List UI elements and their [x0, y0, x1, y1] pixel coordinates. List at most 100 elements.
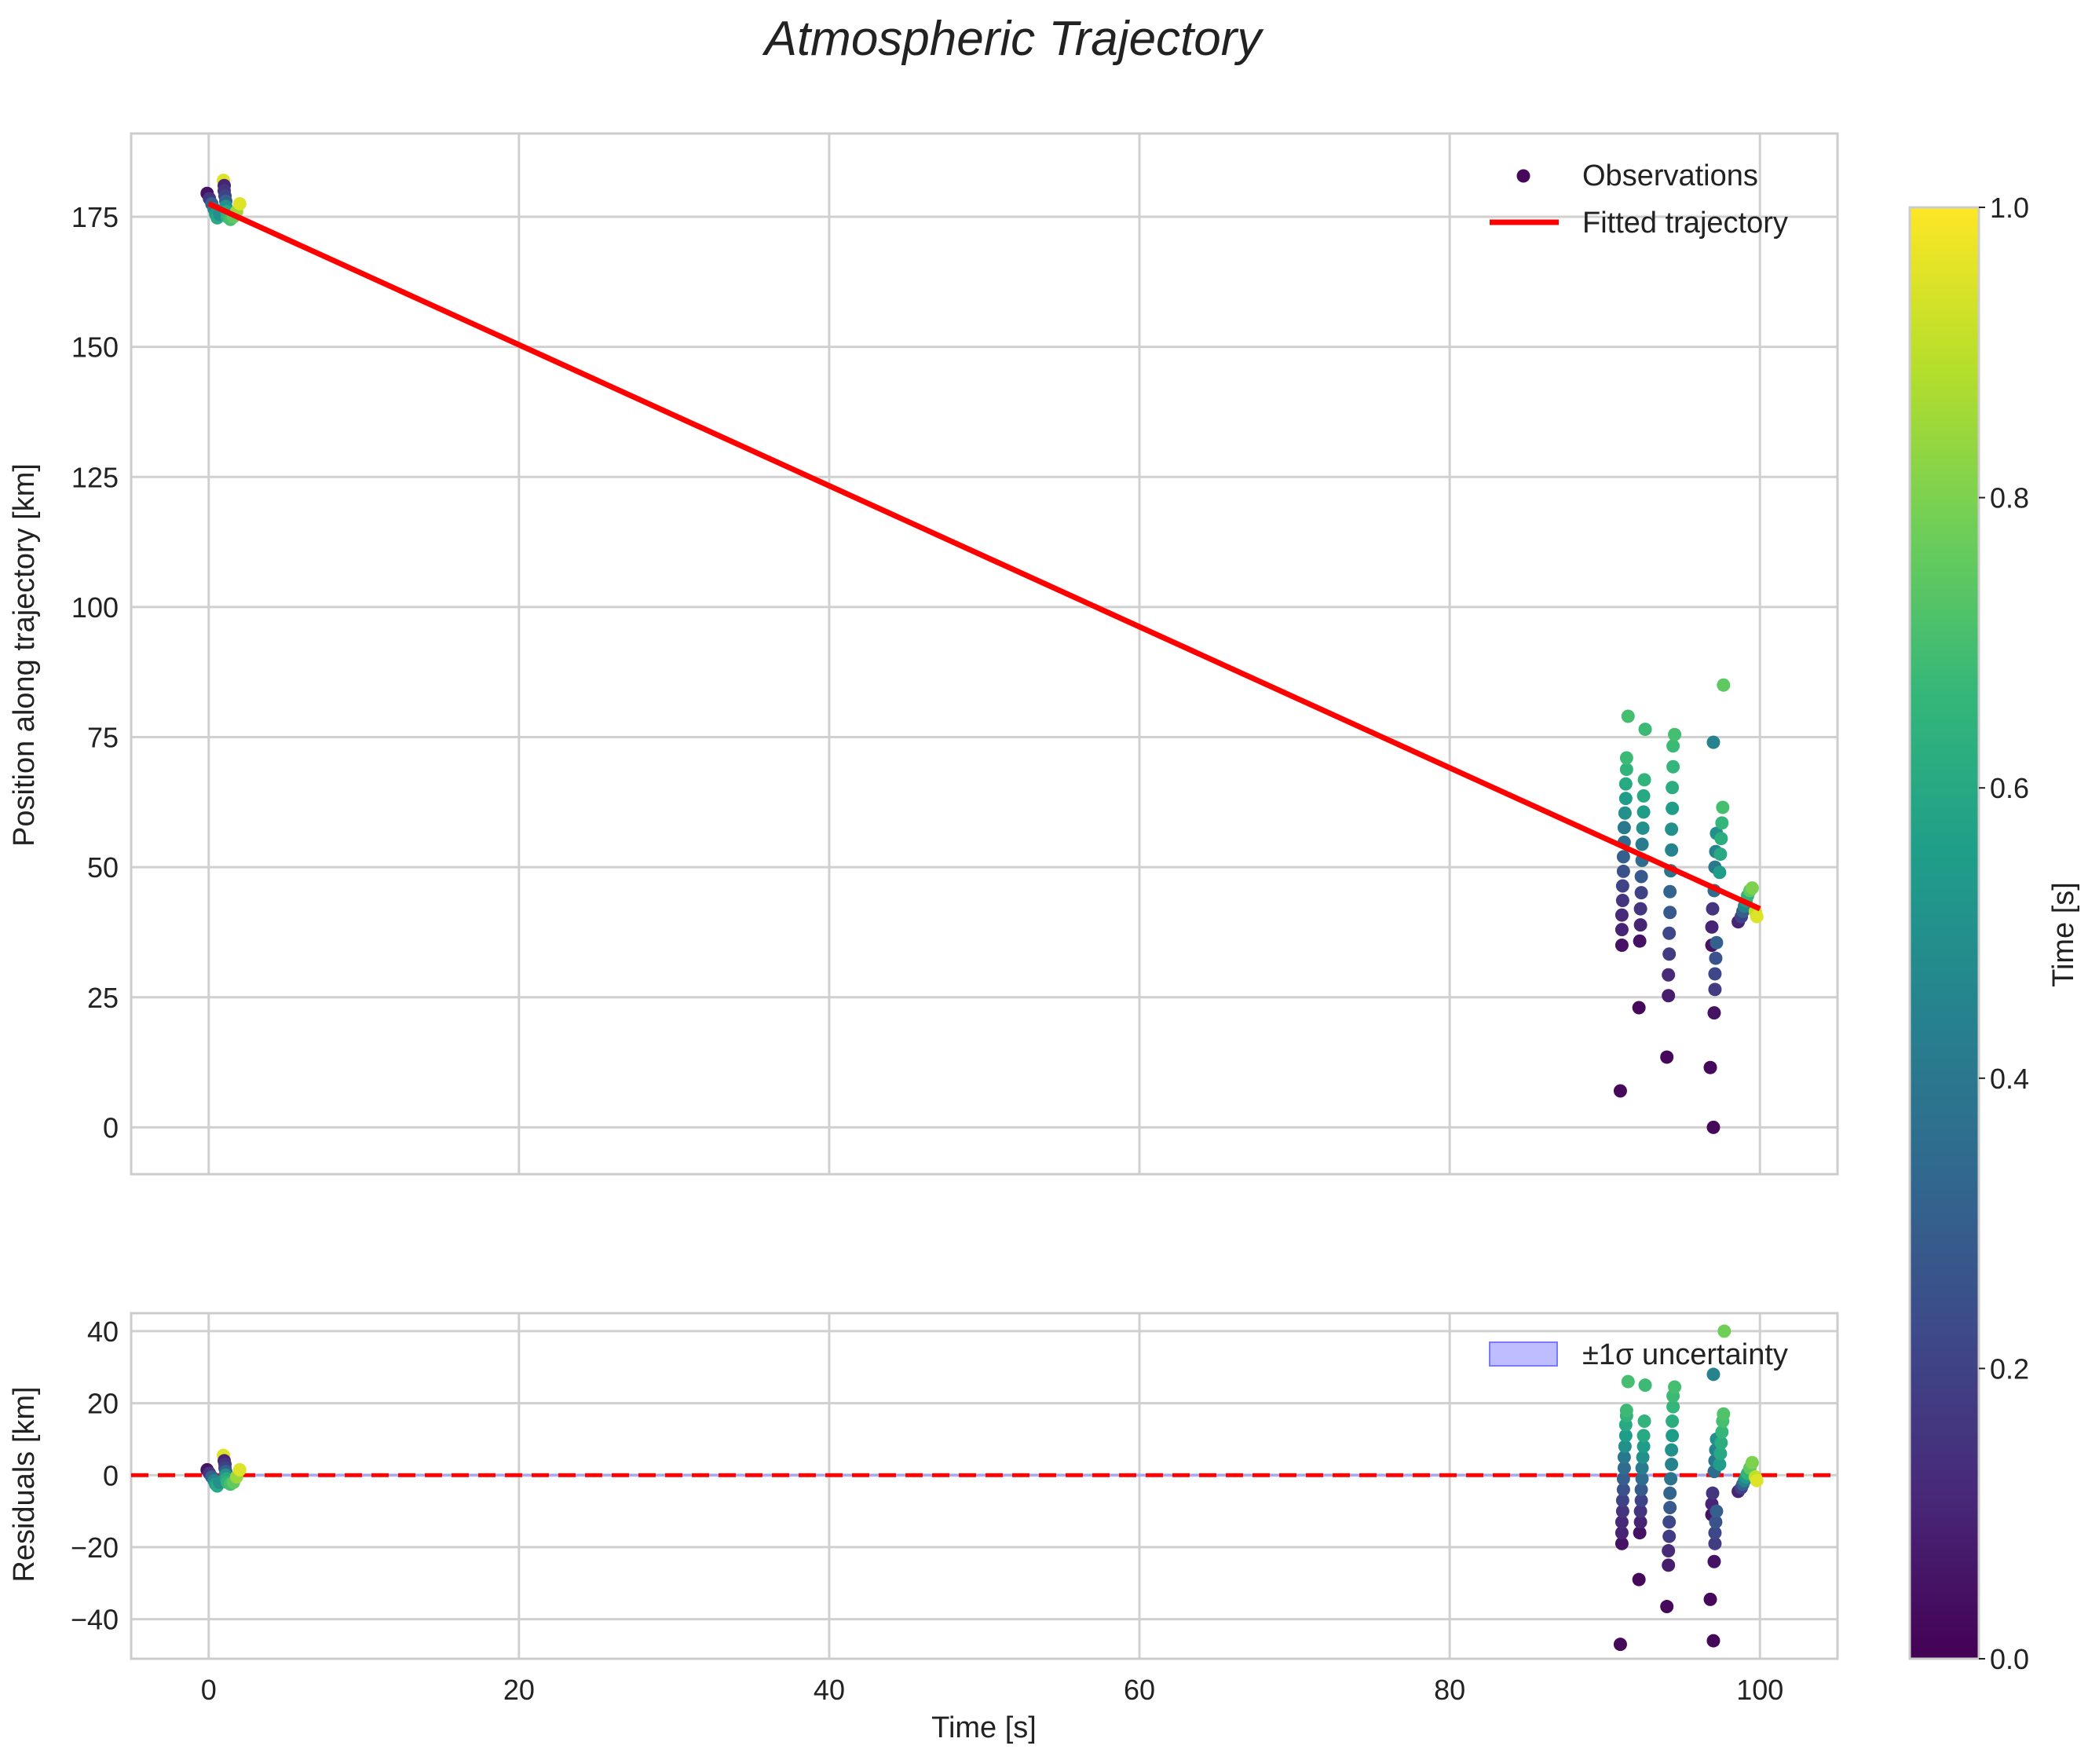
observation-point	[1713, 847, 1728, 862]
observation-point	[1618, 806, 1632, 820]
observation-point	[1635, 837, 1649, 851]
legend-observations-label: Observations	[1582, 159, 1758, 192]
colorbar-gradient	[1908, 206, 1980, 1660]
observation-point	[1714, 832, 1728, 846]
colorbar-tick-label: 0.6	[1990, 772, 2029, 804]
observation-point	[1660, 1050, 1674, 1064]
bottom-y-tick-label: 20	[87, 1388, 119, 1420]
residual-point	[1636, 1440, 1651, 1454]
observation-point	[232, 196, 247, 210]
observation-point	[1709, 951, 1723, 965]
residual-point	[1666, 1429, 1680, 1443]
residual-points	[200, 1324, 1764, 1652]
observation-point	[1614, 939, 1629, 952]
bottom-y-axis-label: Residuals [km]	[8, 1386, 41, 1582]
residual-point	[1665, 1443, 1679, 1457]
observation-point	[1706, 1120, 1721, 1134]
residual-point	[1662, 1529, 1677, 1543]
observation-point	[1621, 709, 1635, 723]
bottom-y-tick-label: −40	[71, 1604, 119, 1636]
observation-point	[1619, 751, 1633, 765]
observation-point	[1665, 843, 1679, 857]
observation-point	[1613, 1084, 1627, 1098]
residual-point	[1706, 1486, 1720, 1500]
residual-point	[1715, 1425, 1729, 1439]
observation-points	[200, 174, 1764, 1134]
residual-point	[1709, 1515, 1723, 1529]
observation-point	[1636, 821, 1650, 835]
colorbar-tick-label: 0.0	[1990, 1643, 2029, 1675]
residual-point	[1616, 1472, 1630, 1486]
legend-band-label: ±1σ uncertainty	[1582, 1338, 1788, 1371]
legend-band-swatch	[1489, 1341, 1558, 1367]
bottom-frame	[130, 1312, 1839, 1660]
top-y-tick-label: 0	[103, 1111, 119, 1144]
residual-point	[1621, 1374, 1635, 1389]
residual-point	[1632, 1572, 1646, 1587]
top-y-tick-label: 25	[87, 982, 119, 1014]
residual-point	[1614, 1536, 1629, 1550]
observation-point	[1662, 968, 1676, 982]
bottom-x-tick-label: 20	[503, 1674, 535, 1706]
observation-point	[1616, 864, 1630, 878]
residual-point	[1714, 1436, 1728, 1450]
top-y-tick-label: 50	[87, 851, 119, 884]
observation-point	[1668, 727, 1682, 741]
observation-point	[1708, 983, 1722, 997]
observation-point	[1637, 773, 1651, 787]
bottom-legend: ±1σ uncertainty	[1489, 1338, 1788, 1371]
observation-point	[1663, 884, 1677, 898]
observation-point	[1633, 902, 1647, 916]
bottom-y-tick-label: −20	[71, 1532, 119, 1564]
observation-point	[1615, 894, 1629, 908]
residual-point	[1615, 1493, 1629, 1507]
observation-point	[1618, 777, 1633, 791]
observation-point	[1633, 918, 1647, 932]
residual-point	[1617, 1461, 1631, 1475]
observation-point	[1750, 909, 1764, 924]
observation-point	[1618, 792, 1633, 806]
colorbar-tick-label: 1.0	[1990, 192, 2029, 224]
observation-point	[1703, 1060, 1717, 1074]
residual-point	[1617, 1450, 1631, 1464]
residual-point	[1662, 1544, 1676, 1557]
legend-observations-marker	[1516, 169, 1530, 183]
bottom-x-tick-label: 40	[814, 1674, 845, 1706]
observation-point	[1717, 678, 1731, 692]
top-y-tick-label: 100	[71, 591, 119, 624]
residual-point	[1662, 1558, 1676, 1572]
residual-point	[1663, 1486, 1677, 1500]
residual-point	[1615, 1504, 1629, 1518]
observation-point	[1638, 723, 1652, 737]
top-y-tick-label: 150	[71, 331, 119, 364]
residual-point	[1633, 1526, 1647, 1540]
bottom-x-tick-label: 0	[201, 1674, 217, 1706]
observation-point	[1634, 886, 1648, 900]
residual-point	[1614, 1515, 1629, 1529]
observation-point	[1716, 800, 1730, 814]
residual-point	[1666, 1414, 1680, 1428]
observation-point	[1665, 822, 1679, 836]
bottom-x-tick-label: 80	[1434, 1674, 1465, 1706]
observation-point	[1619, 763, 1633, 777]
residual-point	[1662, 1515, 1677, 1529]
colorbar-tick-label: 0.8	[1990, 482, 2029, 514]
chart-title: Atmospheric Trajectory	[762, 12, 1265, 66]
residual-point	[1613, 1638, 1627, 1652]
residual-point	[1616, 1483, 1630, 1497]
observation-point	[1710, 935, 1724, 950]
bottom-x-tick-label: 60	[1124, 1674, 1155, 1706]
top-y-axis-label: Position along trajectory [km]	[8, 463, 41, 847]
residual-point	[1708, 1526, 1722, 1540]
observation-point	[1615, 879, 1629, 893]
residual-point	[1614, 1526, 1629, 1540]
observation-point	[1614, 923, 1629, 937]
observation-point	[1663, 906, 1677, 920]
residual-point	[1706, 1367, 1721, 1382]
residual-point	[1713, 1458, 1727, 1471]
observation-point	[1713, 866, 1727, 880]
top-y-tick-label: 175	[71, 201, 119, 233]
residual-point	[1665, 1458, 1679, 1471]
observation-point	[1616, 850, 1630, 864]
